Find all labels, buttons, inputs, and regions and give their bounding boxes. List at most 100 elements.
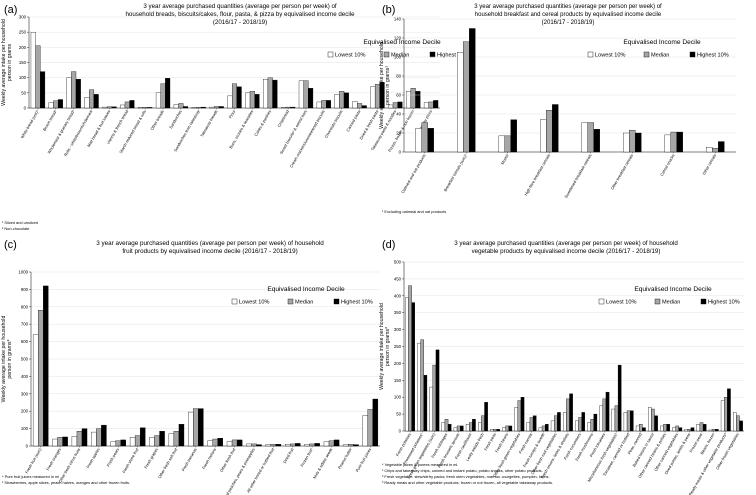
bar xyxy=(518,401,521,431)
bar xyxy=(457,52,463,152)
y-tick-label: 140 xyxy=(394,17,402,22)
bar xyxy=(276,444,281,446)
bar xyxy=(502,428,505,431)
footnote: * Vegetable juices & purees measured in … xyxy=(382,462,458,467)
y-tick-label: 250 xyxy=(394,344,402,349)
y-tick-label: 50 xyxy=(396,412,401,417)
bar xyxy=(721,401,724,431)
panel-label: (c) xyxy=(4,239,17,251)
bar xyxy=(718,142,724,152)
bar xyxy=(594,414,597,431)
bar xyxy=(273,80,278,108)
bar xyxy=(149,437,154,446)
bar xyxy=(271,444,276,446)
legend-swatch xyxy=(690,52,695,57)
y-tick-label: 500 xyxy=(21,357,29,362)
legend-label: Median xyxy=(651,53,669,59)
y-tick-label: 300 xyxy=(19,15,27,20)
bar xyxy=(308,88,313,108)
y-tick-label: 80 xyxy=(396,74,401,79)
y-tick-label: 0 xyxy=(399,150,402,155)
bar xyxy=(63,437,68,446)
x-category-label: Takeaway breads xyxy=(199,109,218,138)
y-tick-label: 900 xyxy=(21,287,29,292)
y-tick-label: 800 xyxy=(21,304,29,309)
bar xyxy=(53,439,58,446)
bar xyxy=(527,423,530,431)
bar xyxy=(227,442,232,446)
chart-title-line: vegetable products by equivalised income… xyxy=(472,248,661,255)
bar xyxy=(511,120,517,152)
y-tick-label: 350 xyxy=(394,310,402,315)
bar xyxy=(193,409,198,446)
bar xyxy=(116,441,121,446)
bar xyxy=(281,107,286,108)
bar xyxy=(442,423,445,431)
bar xyxy=(655,416,658,431)
x-category-label: Fresh pears xyxy=(105,447,120,468)
x-category-label: Other breakfast cereals xyxy=(610,153,635,191)
bar xyxy=(424,103,429,108)
bar xyxy=(210,107,215,108)
bar xyxy=(412,303,415,431)
bar xyxy=(554,416,557,431)
bar xyxy=(671,132,677,152)
bar xyxy=(712,148,718,152)
bar xyxy=(72,436,77,446)
bar xyxy=(703,424,706,431)
bar xyxy=(89,90,94,108)
legend-swatch xyxy=(430,52,435,57)
bar xyxy=(422,123,428,152)
bar xyxy=(570,394,573,431)
bar xyxy=(198,409,203,446)
bar xyxy=(691,428,694,431)
legend-label: Highest 10% xyxy=(341,300,373,306)
bar xyxy=(448,424,451,431)
x-category-label: Other fresh citrus fruits xyxy=(57,447,81,484)
chart-panel-d: (d) 3 year average purchased quantities (… xyxy=(379,239,744,495)
bar xyxy=(322,100,327,108)
x-category-label: Brown bread¹ xyxy=(42,108,58,131)
x-category-label: Nuts & edible seeds xyxy=(312,447,334,480)
y-tick-label: 450 xyxy=(394,276,402,281)
bar xyxy=(125,102,130,108)
x-category-label: Oatmeal and oat products xyxy=(400,153,427,194)
bar xyxy=(256,445,261,446)
bar xyxy=(363,416,368,446)
bar xyxy=(697,424,700,431)
x-category-label: Sandwiches xyxy=(168,109,183,130)
bar xyxy=(299,81,304,108)
figure-canvas: (a) 3 year average purchased quantities (… xyxy=(0,0,756,495)
bar xyxy=(676,426,679,431)
legend-label: Highest 10% xyxy=(697,53,729,59)
x-category-label: Cakes & pastries xyxy=(253,109,272,137)
bar xyxy=(551,421,554,431)
legend-label: Lowest 10% xyxy=(595,53,625,59)
y-tick-label: 100 xyxy=(19,75,27,80)
bar xyxy=(582,412,585,431)
bar xyxy=(679,428,682,431)
bar xyxy=(408,286,411,431)
bar xyxy=(521,397,524,431)
bar xyxy=(214,106,219,108)
bar xyxy=(101,425,106,446)
bar xyxy=(38,310,43,446)
bar xyxy=(96,429,101,446)
legend-title: Equivalised Income Decile xyxy=(363,39,441,46)
y-tick-label: 250 xyxy=(19,30,27,35)
bar xyxy=(430,387,433,431)
bar xyxy=(416,128,422,152)
legend-swatch xyxy=(334,299,339,304)
bar xyxy=(736,416,739,431)
legend-swatch xyxy=(599,299,604,304)
bar xyxy=(582,123,588,152)
bar xyxy=(615,406,618,431)
bar xyxy=(587,423,590,431)
y-tick-label: 200 xyxy=(21,409,29,414)
bar xyxy=(429,102,434,108)
x-category-label: Other frozen vegetables xyxy=(715,432,740,471)
bar xyxy=(663,424,666,431)
bar xyxy=(232,440,237,446)
y-tick-label: 300 xyxy=(21,391,29,396)
y-tick-label: 0 xyxy=(26,444,29,449)
